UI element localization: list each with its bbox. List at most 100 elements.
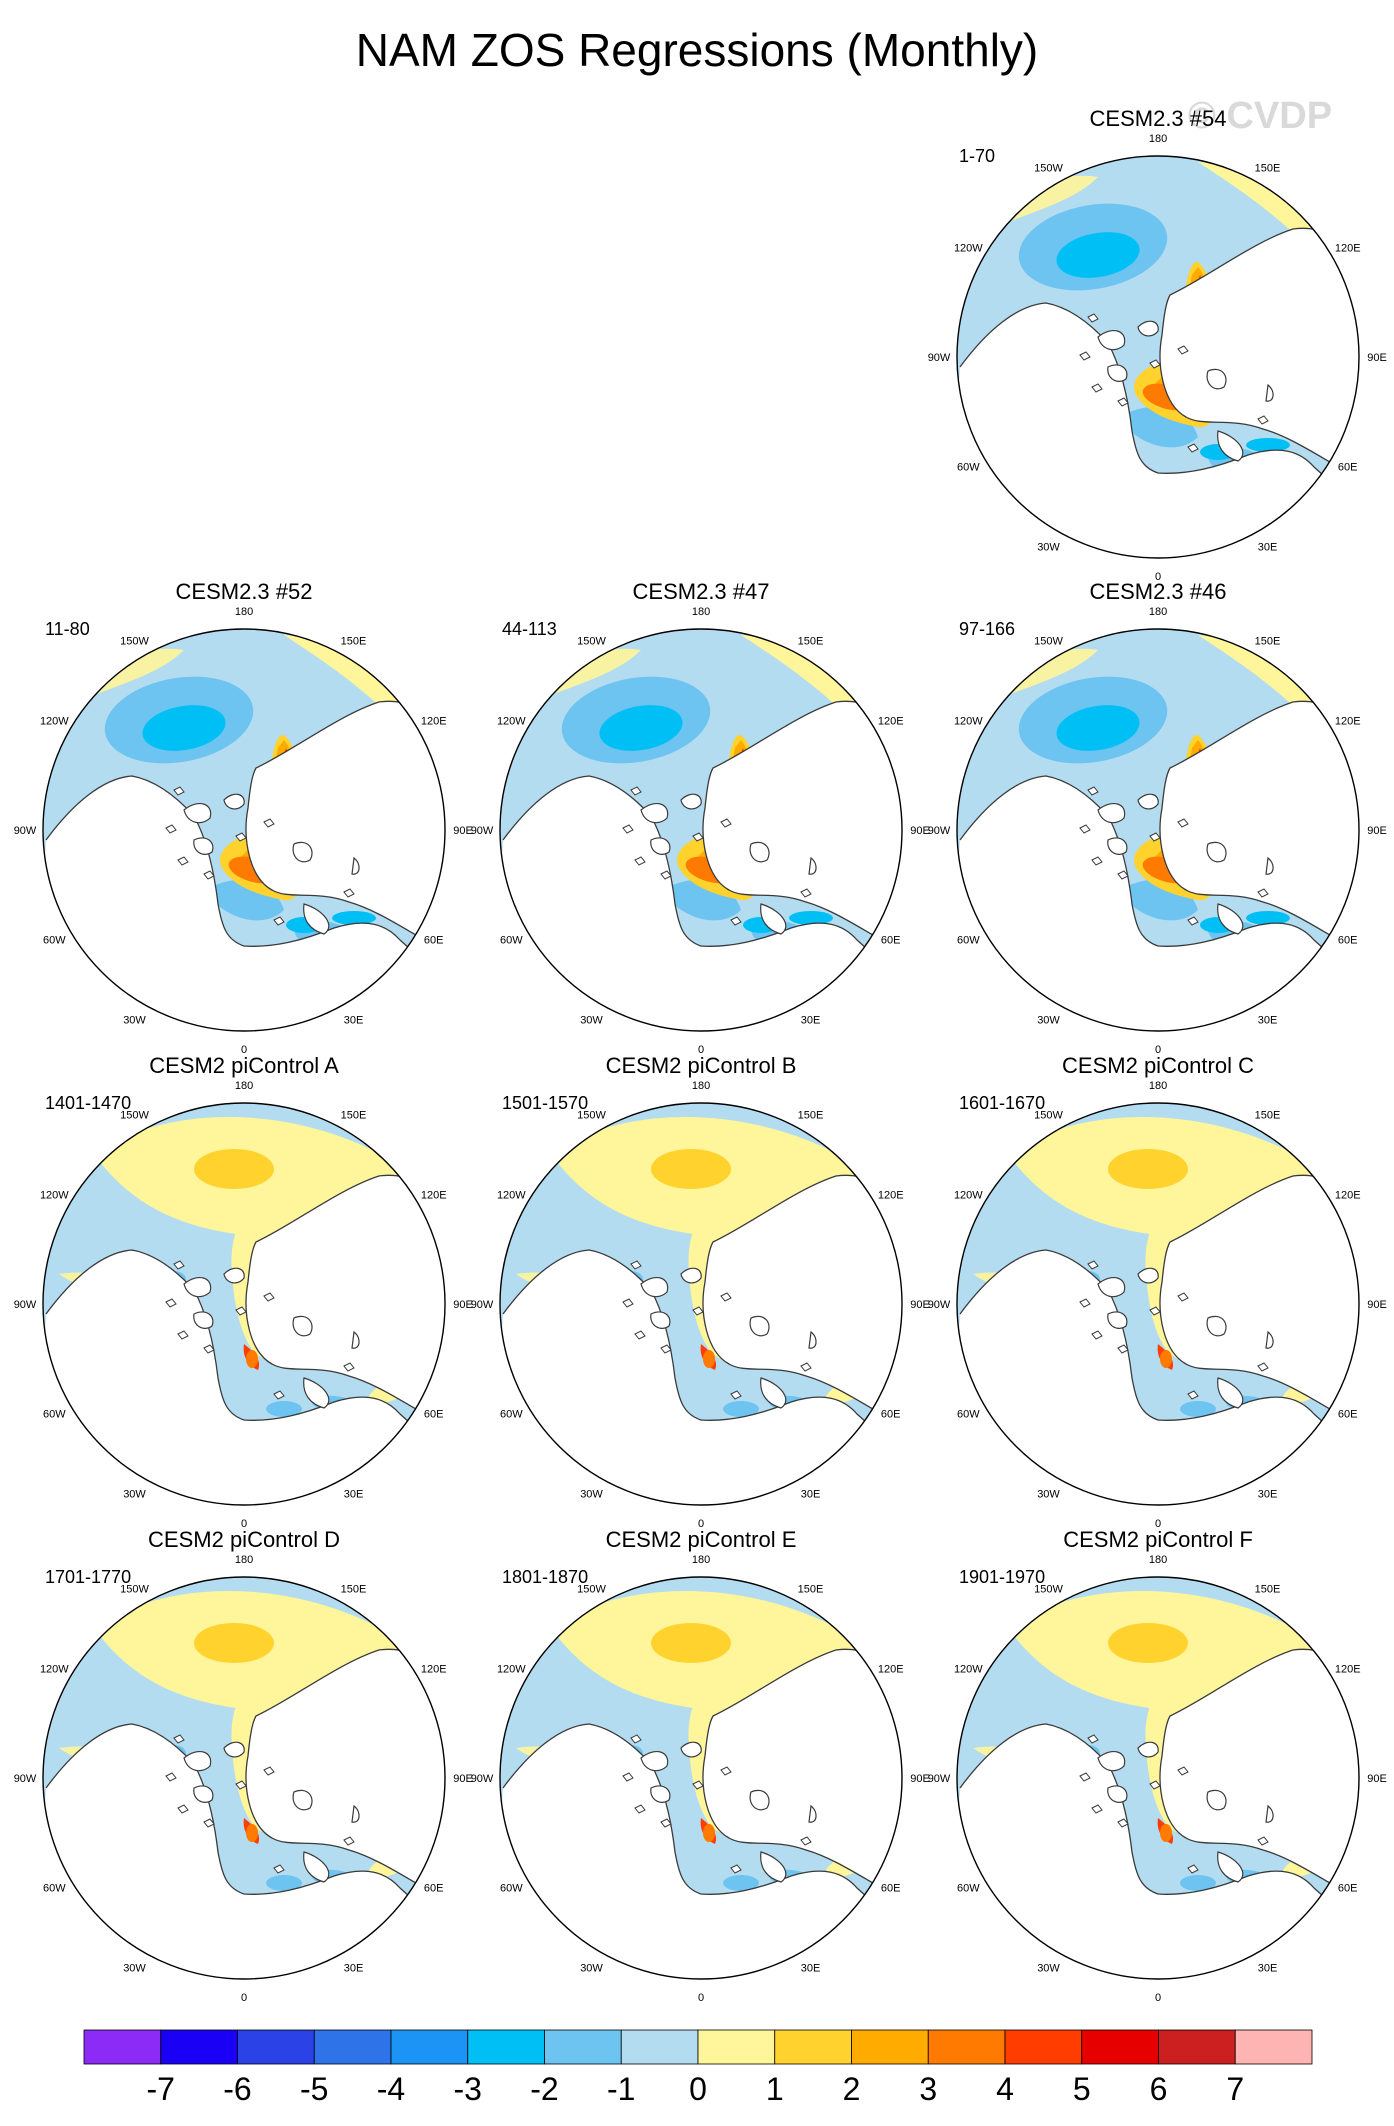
longitude-label: 60E [1338,935,1358,947]
longitude-label: 0 [241,1992,247,2004]
longitude-label: 150W [1034,162,1063,174]
panel-title: CESM2.3 #54 [1090,106,1227,131]
longitude-label: 120E [421,1190,447,1202]
longitude-label: 120W [40,716,69,728]
longitude-label: 150W [577,635,606,647]
longitude-label: 90W [928,1773,951,1785]
panel-years: 1701-1770 [45,1567,131,1587]
longitude-label: 120W [497,1190,526,1202]
longitude-label: 60W [500,1409,523,1421]
map-field [957,1577,1359,1979]
longitude-label: 120W [954,243,983,255]
longitude-label: 150E [798,1109,824,1121]
colorbar-swatch [467,2029,545,2065]
longitude-label: 120W [954,1664,983,1676]
longitude-label: 60E [881,1409,901,1421]
colorbar-label: -1 [607,2071,635,2107]
colorbar-label: 0 [689,2071,707,2107]
longitude-label: 120E [421,716,447,728]
colorbar-swatch [851,2029,929,2065]
longitude-label: 120E [1335,716,1361,728]
longitude-label: 0 [241,1518,247,1530]
map-field [43,1103,445,1505]
longitude-label: 60W [957,1883,980,1895]
map-panel-p47: CESM2.3 #47 44-113 180 150E 120E 90E 60E 30E 0 30… [471,579,930,1056]
longitude-label: 0 [698,1518,704,1530]
map-boundary [42,1576,446,1980]
longitude-label: 30E [1258,1963,1278,1975]
land-mask [43,701,445,1031]
longitude-label: 0 [698,1044,704,1056]
colorbar-swatch [774,2029,852,2065]
longitude-label: 60W [43,1409,66,1421]
panel-title: CESM2 piControl A [149,1053,339,1078]
map-field [500,1577,902,1979]
longitude-label: 90E [1367,1299,1387,1311]
map-field [500,629,902,1031]
map-panel-pE: CESM2 piControl E 1801-1870 180 150E 120E 90E… [471,1527,930,2004]
map-boundary [956,155,1360,559]
longitude-label: 90E [453,1299,473,1311]
longitude-label: 180 [692,1080,710,1092]
longitude-label: 30W [123,1015,146,1027]
longitude-label: 0 [698,1992,704,2004]
panel-title: CESM2 piControl F [1063,1527,1253,1552]
land-mask [957,1649,1359,1979]
map-boundary [42,628,446,1032]
longitude-label: 60E [881,935,901,947]
longitude-label: 180 [235,1554,253,1566]
coastline [502,1648,902,1929]
longitude-label: 60E [1338,1883,1358,1895]
longitude-label: 150E [1255,162,1281,174]
colorbar-label: 2 [843,2071,861,2107]
colorbar-label: -3 [454,2071,482,2107]
coastline [45,700,445,981]
colorbar-swatch [160,2029,238,2065]
longitude-label: 30W [123,1963,146,1975]
longitude-label: 90W [928,825,951,837]
longitude-label: 120W [40,1664,69,1676]
longitude-label: 90E [910,1773,930,1785]
figure-title: NAM ZOS Regressions (Monthly) [356,24,1039,76]
panel-title: CESM2.3 #46 [1090,579,1227,604]
longitude-label: 90E [910,825,930,837]
land-mask [957,1175,1359,1505]
longitude-label: 150E [798,1583,824,1595]
land-mask [500,1649,902,1979]
longitude-label: 90W [471,1773,494,1785]
longitude-label: 0 [1155,1044,1161,1056]
longitude-label: 30E [801,1015,821,1027]
land-mask [957,701,1359,1031]
longitude-label: 60E [881,1883,901,1895]
panel-title: CESM2 piControl E [606,1527,797,1552]
longitude-label: 30E [344,1963,364,1975]
map-panel-p52: CESM2.3 #52 11-80 180 150E 120E 90E 60E 30E 0 30W… [14,579,473,1056]
land-mask [43,1175,445,1505]
land-mask [500,701,902,1031]
longitude-label: 30E [344,1489,364,1501]
longitude-label: 60W [957,935,980,947]
colorbar-swatch [620,2029,699,2065]
map-boundary [956,628,1360,1032]
map-boundary [956,1576,1360,1980]
map-panel-p46: CESM2.3 #46 97-166 180 150E 120E 90E 60E 30E 0 30… [928,579,1387,1056]
colorbar-swatch [544,2029,622,2065]
longitude-label: 150W [1034,635,1063,647]
map-field [43,1577,445,1979]
panel-title: CESM2 piControl B [606,1053,797,1078]
longitude-label: 150W [1034,1109,1063,1121]
longitude-label: 0 [1155,1518,1161,1530]
longitude-label: 150W [120,1583,149,1595]
longitude-label: 120W [497,716,526,728]
map-panel-pA: CESM2 piControl A 1401-1470 180 150E 120E 90E… [14,1053,473,1530]
map-field [957,629,1359,1031]
longitude-label: 150E [1255,1109,1281,1121]
panel-years: 1901-1970 [959,1567,1045,1587]
longitude-label: 60W [957,462,980,474]
map-field [957,156,1359,558]
longitude-label: 120E [1335,243,1361,255]
longitude-label: 30W [1037,542,1060,554]
longitude-label: 90W [928,1299,951,1311]
longitude-label: 180 [1149,606,1167,618]
longitude-label: 90E [453,1773,473,1785]
